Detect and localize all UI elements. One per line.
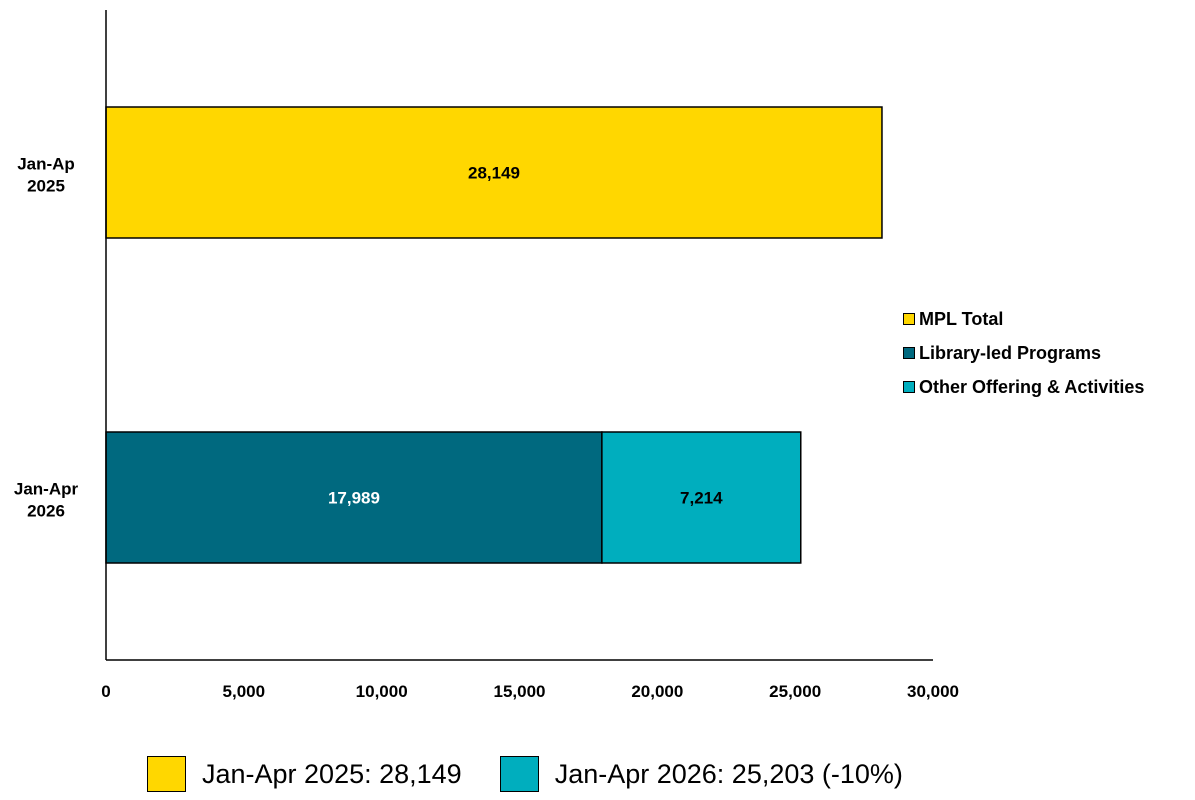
- bar-value-label: 7,214: [680, 489, 723, 508]
- footer-label-2026: Jan-Apr 2026: 25,203 (-10%): [554, 758, 903, 789]
- legend-swatch-mpl-total: [903, 313, 915, 325]
- axes-group: [105, 10, 933, 661]
- value-labels-group: 28,149 17,989 7,214: [328, 164, 723, 508]
- footer-item-2025: Jan-Apr 2025: 28,149: [147, 756, 462, 792]
- legend-item-other-offering: Other Offering & Activities: [903, 370, 1144, 404]
- x-tick-label: 5,000: [223, 682, 266, 701]
- legend-swatch-library-led-programs: [903, 347, 915, 359]
- x-tick-labels-group: 0 5,000 10,000 15,000 20,000 25,000 30,000: [101, 682, 959, 701]
- bars-group: [105, 106, 883, 564]
- legend-item-mpl-total: MPL Total: [903, 302, 1144, 336]
- footer-label-2025: Jan-Apr 2025: 28,149: [202, 758, 462, 789]
- x-tick-label: 15,000: [494, 682, 546, 701]
- legend: MPL Total Library-led Programs Other Off…: [903, 302, 1144, 404]
- category-labels-group: Jan-Ap 2025 Jan-Apr 2026: [14, 155, 79, 521]
- legend-label: Other Offering & Activities: [919, 376, 1145, 397]
- bar-mpl-total-0: [105, 106, 883, 239]
- legend-label: MPL Total: [919, 308, 1004, 329]
- x-tick-label: 30,000: [907, 682, 959, 701]
- x-tick-label: 0: [101, 682, 110, 701]
- x-tick-label: 10,000: [356, 682, 408, 701]
- legend-label: Library-led Programs: [919, 342, 1102, 363]
- bar-other-offering-activities-1: [601, 431, 802, 564]
- category-label: Jan-Ap 2025: [17, 155, 75, 196]
- bar-value-label: 17,989: [328, 489, 380, 508]
- footer-swatch-2026: [499, 756, 539, 792]
- x-tick-label: 25,000: [769, 682, 821, 701]
- footer-legend: Jan-Apr 2025: 28,149 Jan-Apr 2026: 25,20…: [147, 756, 941, 792]
- footer-item-2026: Jan-Apr 2026: 25,203 (-10%): [499, 756, 903, 792]
- category-label: Jan-Apr 2026: [14, 480, 79, 521]
- legend-swatch-other-offering: [903, 381, 915, 393]
- legend-item-library-led-programs: Library-led Programs: [903, 336, 1144, 370]
- x-tick-label: 20,000: [631, 682, 683, 701]
- bar-library-led-programs-1: [105, 431, 603, 564]
- footer-swatch-2025: [147, 756, 186, 792]
- bar-value-label: 28,149: [468, 164, 520, 183]
